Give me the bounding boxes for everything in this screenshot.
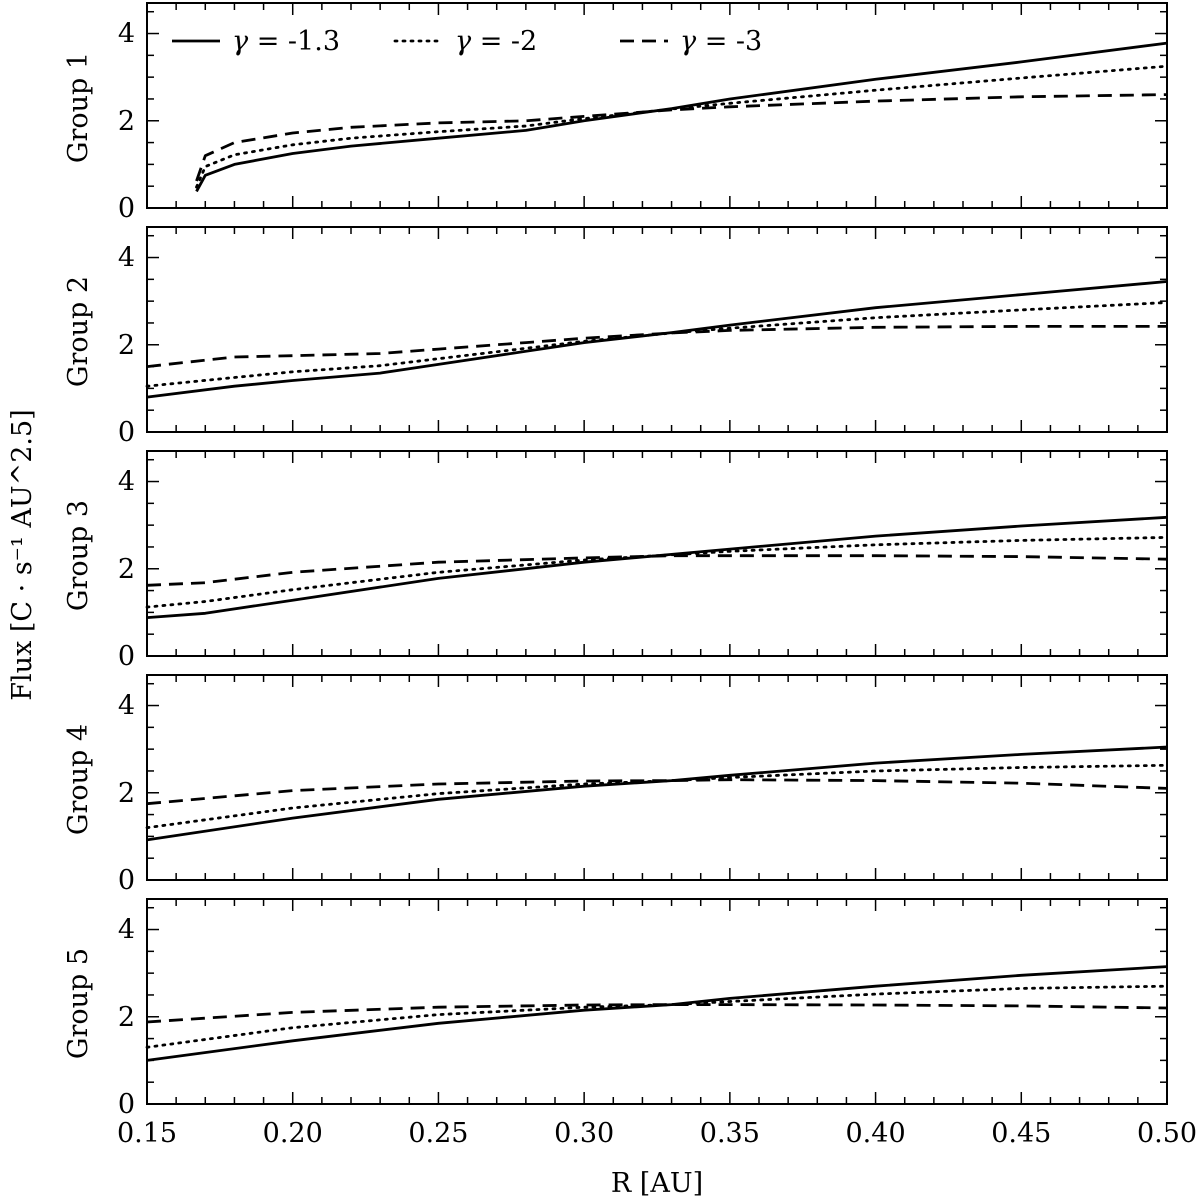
y-tick-label: 0 (118, 417, 135, 448)
y-tick-label: 0 (118, 641, 135, 672)
panel-label: Group 3 (63, 500, 94, 611)
x-tick-label: 0.15 (117, 1118, 177, 1149)
series-line-solid (146, 965, 1168, 1062)
panel-frame (146, 450, 1168, 657)
legend-entry-dotted: γ = -2 (455, 26, 537, 57)
y-tick-label: 4 (118, 691, 135, 722)
y-tick-label: 4 (118, 19, 135, 50)
y-tick-label: 4 (118, 243, 135, 274)
y-tick-label: 0 (118, 865, 135, 896)
panel-label: Group 4 (63, 724, 94, 835)
panel-3: 0 2 4 Group 3 (63, 450, 1169, 672)
y-tick-label: 2 (118, 330, 135, 361)
panel-frame (146, 226, 1168, 433)
series-line-solid (146, 280, 1168, 399)
panel-label: Group 5 (63, 948, 94, 1059)
legend-gamma-value: = -3 (696, 26, 762, 57)
legend-gamma-symbol: γ (232, 26, 249, 57)
x-tick-label: 0.40 (846, 1118, 906, 1149)
x-tick-label: 0.20 (263, 1118, 323, 1149)
legend: γ = -1.3 γ = -2 γ = -3 (172, 26, 762, 57)
series-line-dotted (145, 301, 1169, 388)
y-tick-label: 2 (118, 106, 135, 137)
y-tick-label: 4 (118, 467, 135, 498)
series-line-dotted (145, 536, 1169, 609)
x-tick-label: 0.30 (554, 1118, 614, 1149)
panel-frame (146, 2, 1168, 209)
legend-gamma-value: = -1.3 (248, 26, 340, 57)
series-line-dashed (146, 324, 1167, 368)
y-tick-label: 4 (118, 915, 135, 946)
y-axis-label: Flux [C · s⁻¹ AU^2.5] (7, 409, 38, 700)
series-line-dashed (146, 778, 1168, 806)
panel-4: 0 2 4 Group 4 (63, 674, 1169, 896)
legend-gamma-value: = -2 (471, 26, 537, 57)
series-line-solid (195, 41, 1168, 193)
legend-gamma-symbol: γ (455, 26, 472, 57)
x-tick-label: 0.25 (408, 1118, 468, 1149)
legend-entry-solid: γ = -1.3 (232, 26, 340, 57)
x-tick-label: 0.35 (700, 1118, 760, 1149)
legend-gamma-symbol: γ (680, 26, 697, 57)
y-tick-label: 0 (118, 193, 135, 224)
panel-label: Group 1 (63, 52, 94, 163)
x-tick-label: 0.50 (1137, 1118, 1197, 1149)
series-line-solid (146, 515, 1168, 619)
series-line-dashed (146, 1003, 1168, 1024)
series-line-dotted (145, 763, 1169, 830)
y-tick-label: 0 (118, 1089, 135, 1120)
series-line-solid (146, 745, 1168, 842)
panel-label: Group 2 (63, 276, 94, 387)
series-line-dotted (195, 64, 1169, 189)
y-tick-label: 2 (118, 778, 135, 809)
series-line-dotted (145, 984, 1169, 1049)
panel-2: 0 2 4 Group 2 (63, 226, 1169, 448)
panel-5: 0 2 4 Group 5 (63, 898, 1169, 1120)
x-tick-label: 0.45 (991, 1118, 1051, 1149)
panel-1: 0 2 4 Group 1 (63, 2, 1169, 224)
series-line-dashed (146, 554, 1168, 587)
y-tick-label: 2 (118, 554, 135, 585)
x-axis-label: R [AU] (611, 1168, 703, 1199)
legend-entry-dashed: γ = -3 (680, 26, 762, 57)
y-tick-label: 2 (118, 1002, 135, 1033)
panel-frame (146, 898, 1168, 1105)
panel-frame (146, 674, 1168, 881)
